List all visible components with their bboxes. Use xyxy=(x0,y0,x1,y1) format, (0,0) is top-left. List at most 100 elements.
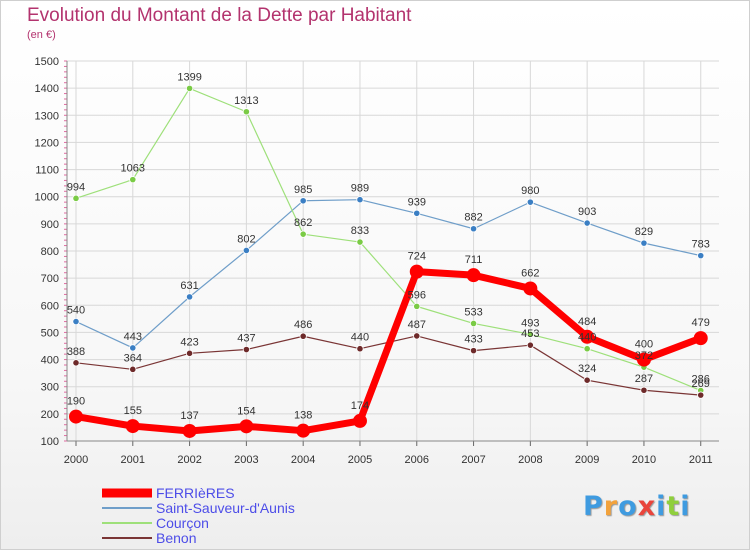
logo-letter: i xyxy=(656,491,667,522)
data-label: 939 xyxy=(408,196,426,208)
y-tick-label: 1400 xyxy=(35,83,59,95)
data-point xyxy=(413,302,421,310)
data-point xyxy=(466,268,481,283)
data-point xyxy=(299,332,307,340)
data-label: 833 xyxy=(351,225,369,237)
data-point xyxy=(356,345,364,353)
data-label: 533 xyxy=(464,306,482,318)
logo-letter: P xyxy=(583,491,604,522)
data-point xyxy=(72,317,80,326)
data-label: 802 xyxy=(237,233,255,245)
data-point xyxy=(583,219,591,227)
data-point xyxy=(693,331,708,346)
y-tick-labels: 100 200 300 400 500 600 700 800 900 1000 1100 1200 1… xyxy=(35,56,59,448)
y-tick-label: 1500 xyxy=(35,56,59,68)
data-point xyxy=(69,409,83,424)
logo-letter: i xyxy=(680,491,691,522)
x-tick-label: 2011 xyxy=(689,454,713,466)
data-label: 440 xyxy=(578,332,596,344)
legend-label: Benon xyxy=(156,530,196,546)
data-point xyxy=(129,344,137,352)
data-label: 662 xyxy=(521,267,539,279)
legend-label: FERRIèRES xyxy=(156,485,235,501)
y-tick-label: 500 xyxy=(41,327,59,339)
data-point xyxy=(523,281,538,296)
data-point xyxy=(526,330,534,338)
data-label: 486 xyxy=(294,319,312,331)
data-point xyxy=(697,252,705,260)
data-point xyxy=(242,345,250,354)
data-label: 862 xyxy=(294,217,312,229)
data-label: 631 xyxy=(180,280,198,292)
x-tick-label: 2008 xyxy=(518,454,542,466)
data-point xyxy=(356,238,364,246)
x-tick-label: 2000 xyxy=(64,454,88,466)
data-point xyxy=(526,198,534,206)
data-label: 453 xyxy=(521,328,539,340)
y-tick-label: 1100 xyxy=(35,165,59,177)
axes xyxy=(64,60,719,446)
data-label: 155 xyxy=(124,405,142,417)
data-point xyxy=(299,230,307,238)
y-tick-label: 1200 xyxy=(35,137,59,149)
data-point xyxy=(129,176,137,184)
grid-lines xyxy=(67,60,719,442)
data-point xyxy=(299,197,307,205)
data-point xyxy=(72,194,80,202)
data-label: 190 xyxy=(67,396,85,408)
data-label: 994 xyxy=(67,181,85,193)
series-line xyxy=(75,199,702,349)
data-label: 724 xyxy=(408,251,426,263)
series-lines xyxy=(69,84,708,438)
data-label: 711 xyxy=(465,254,483,266)
x-tick-label: 2010 xyxy=(632,454,656,466)
data-label: 980 xyxy=(521,185,539,197)
data-label: 484 xyxy=(578,316,596,328)
data-label: 174 xyxy=(351,400,369,412)
series-line xyxy=(75,87,702,392)
logo-letter: x xyxy=(637,491,657,522)
y-tick-label: 800 xyxy=(41,246,59,258)
data-point xyxy=(697,391,705,399)
data-point xyxy=(469,319,478,328)
data-label: 493 xyxy=(521,317,539,329)
data-label: 269 xyxy=(692,378,710,390)
logo-letter: t xyxy=(666,491,681,522)
y-tick-label: 300 xyxy=(41,382,59,394)
data-point xyxy=(296,423,311,438)
y-tick-label: 900 xyxy=(41,219,59,231)
data-label: 286 xyxy=(692,374,710,386)
data-label: 1063 xyxy=(121,163,145,175)
data-label: 138 xyxy=(294,410,312,422)
y-tick-label: 1300 xyxy=(35,110,59,122)
proxiti-logo: Proxiti xyxy=(583,491,691,522)
x-tick-label: 2002 xyxy=(177,454,201,466)
data-label: 479 xyxy=(692,317,710,329)
data-label: 985 xyxy=(294,184,312,196)
chart-title: Evolution du Montant de la Dette par Hab… xyxy=(27,5,412,26)
x-tick-label: 2005 xyxy=(348,454,372,466)
data-point xyxy=(129,365,137,373)
data-point xyxy=(185,293,194,301)
data-label: 400 xyxy=(635,339,653,351)
legend-label: Saint-Sauveur-d'Aunis xyxy=(156,500,295,516)
x-tick-label: 2007 xyxy=(461,454,485,466)
data-label: 596 xyxy=(408,289,426,301)
legend-label: Courçon xyxy=(156,515,209,531)
x-tick-label: 2009 xyxy=(575,454,599,466)
data-point xyxy=(409,264,424,279)
data-point xyxy=(580,329,595,344)
data-label: 364 xyxy=(124,352,142,364)
data-label: 437 xyxy=(237,333,255,345)
data-point xyxy=(182,423,197,438)
data-point xyxy=(352,413,367,428)
data-point xyxy=(413,209,421,217)
legend: FERRIèRESSaint-Sauveur-d'AunisCourçonBen… xyxy=(102,485,295,546)
logo-letter: r xyxy=(603,491,619,522)
data-point xyxy=(239,419,254,434)
data-label: 287 xyxy=(635,373,653,385)
data-label: 388 xyxy=(67,346,85,358)
data-label: 903 xyxy=(578,206,596,218)
x-tick-label: 2006 xyxy=(405,454,429,466)
chart-subtitle: (en €) xyxy=(27,29,56,41)
